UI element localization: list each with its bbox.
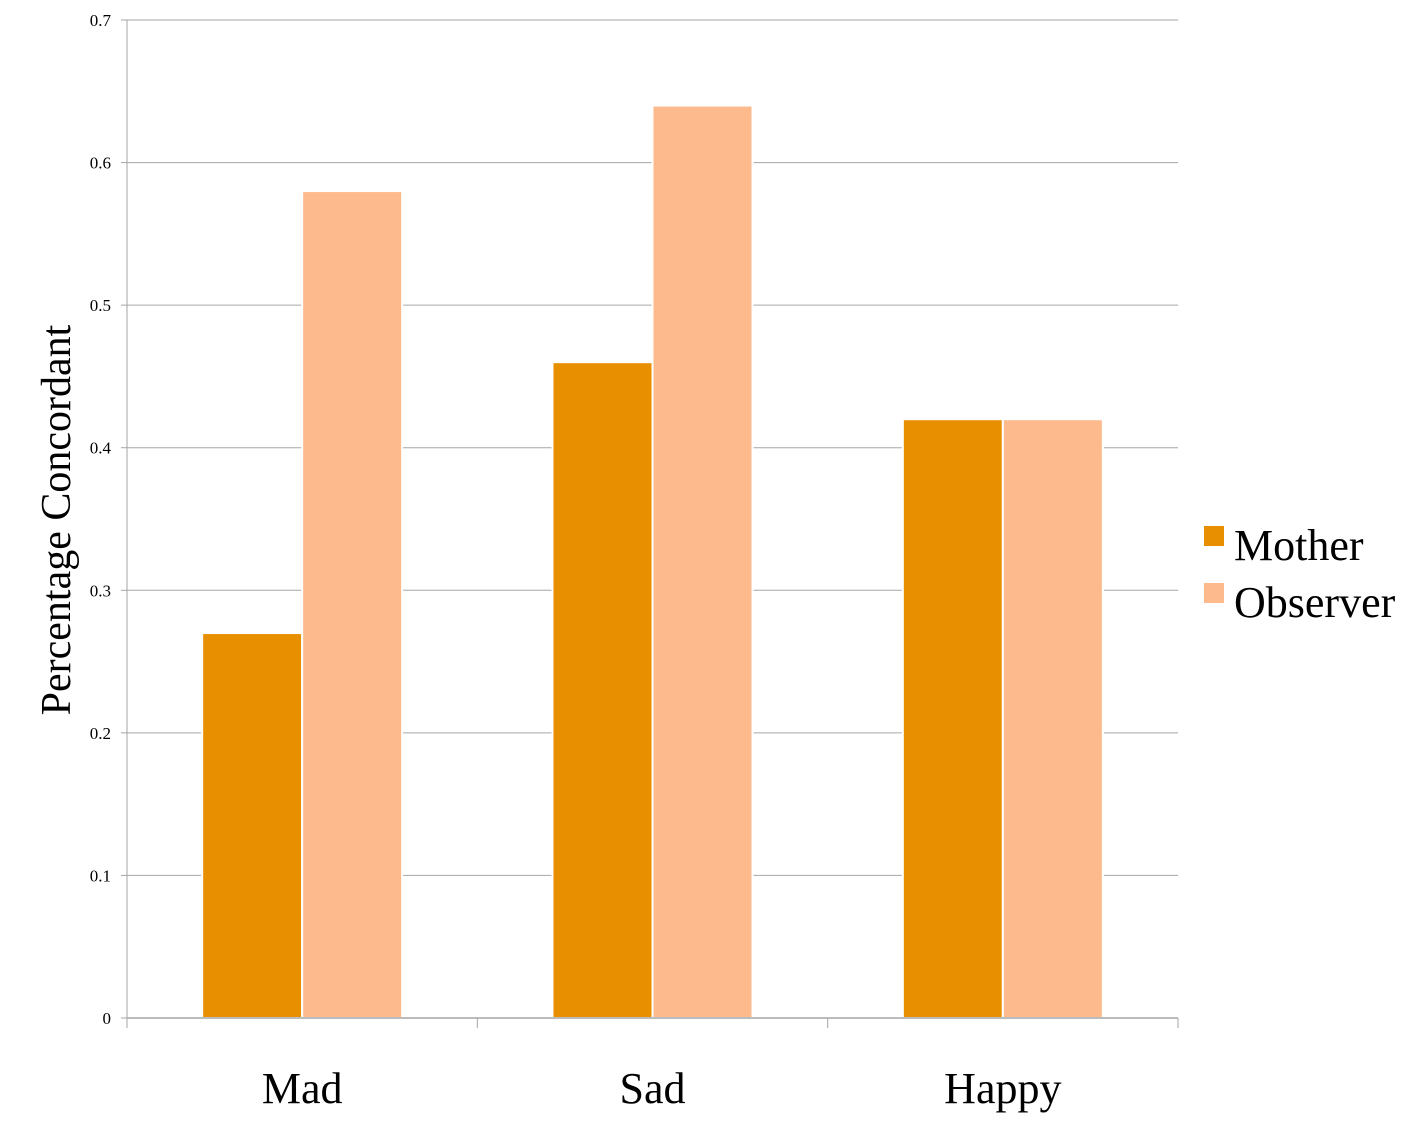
x-category-labels: Mad Sad Happy xyxy=(262,1064,1062,1113)
legend-swatch-observer xyxy=(1204,583,1224,603)
axes xyxy=(121,19,1179,1028)
bar-observer-mad xyxy=(301,190,404,1020)
legend-label-observer: Observer xyxy=(1234,578,1396,627)
y-tick-label: 0.3 xyxy=(90,581,111,600)
bar-mother-sad xyxy=(551,361,654,1019)
y-tick-label: 0.2 xyxy=(90,724,111,743)
y-tick-label: 0.5 xyxy=(90,296,111,315)
y-tick-label: 0.6 xyxy=(90,154,111,173)
bar-mother-mad xyxy=(201,632,304,1019)
x-category-label: Sad xyxy=(620,1064,686,1113)
y-tick-label: 0.4 xyxy=(90,439,112,458)
bars xyxy=(201,104,1104,1020)
bar-mother-happy xyxy=(901,418,1004,1019)
bar-observer-sad xyxy=(651,104,754,1020)
x-category-label: Happy xyxy=(944,1064,1061,1113)
x-category-label: Mad xyxy=(262,1064,343,1113)
y-tick-label: 0.7 xyxy=(90,11,112,30)
bar-observer-happy xyxy=(1001,418,1104,1019)
y-axis-title: Percentage Concordant xyxy=(34,324,80,715)
legend-swatch-mother xyxy=(1204,526,1224,546)
y-tick-label: 0 xyxy=(103,1009,112,1028)
y-tick-labels: 0 0.1 0.2 0.3 0.4 0.5 0.6 0.7 xyxy=(90,11,112,1028)
y-tick-label: 0.1 xyxy=(90,866,111,885)
legend: Mother Observer xyxy=(1204,521,1396,627)
legend-label-mother: Mother xyxy=(1234,521,1364,570)
